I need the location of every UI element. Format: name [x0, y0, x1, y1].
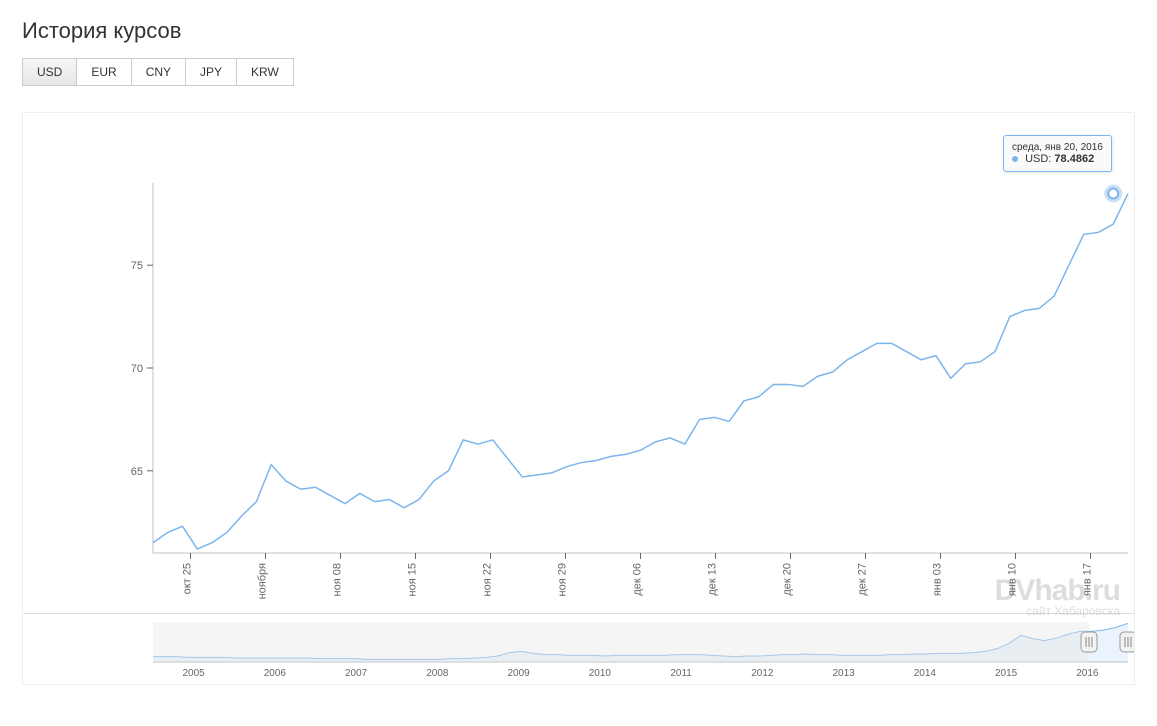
- navigator-handle-right[interactable]: [1120, 632, 1134, 652]
- xtick-label: дек 20: [782, 563, 794, 596]
- nav-xtick-label: 2005: [183, 668, 206, 679]
- nav-xtick-label: 2009: [508, 668, 531, 679]
- xtick-label: янв 10: [1007, 563, 1019, 596]
- xtick-label: дек 13: [707, 563, 719, 596]
- xtick-label: ноября: [257, 563, 269, 599]
- tab-jpy[interactable]: JPY: [185, 58, 236, 86]
- nav-xtick-label: 2006: [264, 668, 287, 679]
- nav-xtick-label: 2008: [426, 668, 449, 679]
- page-title: История курсов: [22, 18, 1135, 44]
- nav-xtick-label: 2013: [833, 668, 856, 679]
- tooltip-point-icon: [1012, 156, 1018, 162]
- nav-xtick-label: 2015: [995, 668, 1018, 679]
- ytick-label: 70: [131, 363, 143, 375]
- tooltip-value: 78.4862: [1054, 153, 1094, 165]
- navigator-handle-left[interactable]: [1081, 632, 1097, 652]
- currency-tabs: USDEURCNYJPYKRW: [22, 58, 1135, 86]
- chart-tooltip: среда, янв 20, 2016 USD: 78.4862: [1003, 135, 1112, 172]
- nav-xtick-label: 2016: [1076, 668, 1099, 679]
- xtick-label: ноя 29: [557, 563, 569, 596]
- xtick-label: янв 17: [1082, 563, 1094, 596]
- nav-xtick-label: 2011: [670, 668, 692, 679]
- tab-eur[interactable]: EUR: [76, 58, 130, 86]
- ytick-label: 65: [131, 466, 143, 478]
- nav-xtick-label: 2010: [589, 668, 612, 679]
- tooltip-value-row: USD: 78.4862: [1012, 153, 1103, 165]
- tab-usd[interactable]: USD: [22, 58, 76, 86]
- xtick-label: янв 03: [932, 563, 944, 596]
- xtick-label: окт 25: [182, 563, 194, 594]
- xtick-label: ноя 08: [332, 563, 344, 596]
- xtick-label: ноя 15: [407, 563, 419, 596]
- xtick-label: дек 27: [857, 563, 869, 596]
- main-chart[interactable]: 65 70 75 окт 25 ноября ноя 08 ноя 15 ноя 22 ноя …: [23, 113, 1134, 613]
- nav-xtick-label: 2012: [751, 668, 774, 679]
- chart-container: 65 70 75 окт 25 ноября ноя 08 ноя 15 ноя 22 ноя …: [22, 112, 1135, 685]
- tooltip-header: среда, янв 20, 2016: [1012, 142, 1103, 153]
- nav-xtick-label: 2007: [345, 668, 368, 679]
- highlight-point-icon: [1108, 189, 1118, 199]
- tab-cny[interactable]: CNY: [131, 58, 185, 86]
- tab-krw[interactable]: KRW: [236, 58, 294, 86]
- ytick-label: 75: [131, 260, 143, 272]
- usd-series-line: [153, 194, 1128, 549]
- tooltip-series-label: USD: [1025, 153, 1048, 165]
- navigator-chart[interactable]: 2005 2006 2007 2008 2009 2010 2011 2012 2013 2014…: [23, 613, 1134, 684]
- xtick-label: дек 06: [632, 563, 644, 596]
- xtick-label: ноя 22: [482, 563, 494, 596]
- nav-xtick-label: 2014: [914, 668, 937, 679]
